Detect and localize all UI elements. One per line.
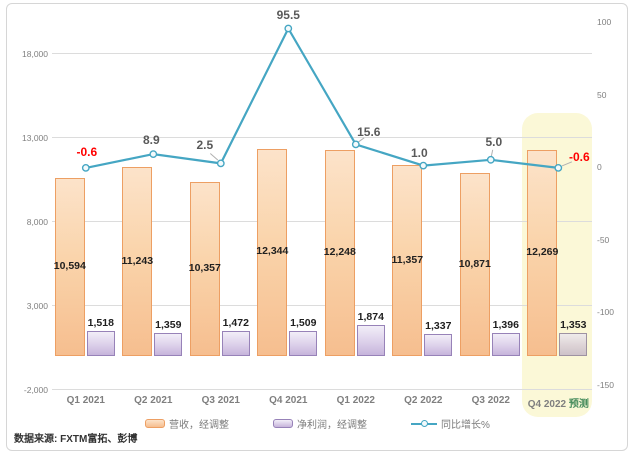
yoy-point-marker [81,163,90,172]
left-axis-tick-label: 18,000 [22,48,48,59]
yoy-point-marker [486,155,495,164]
revenue-bar-label: 10,871 [458,257,491,270]
gridline [52,305,592,307]
gridline [52,137,592,139]
legend-label-yoy-growth: 同比增长% [441,420,490,431]
net-profit-bar [356,324,385,356]
yoy-point-label: 15.6 [357,125,381,140]
right-axis-tick-label: -150 [597,379,615,390]
net-profit-bar-label: 1,359 [155,319,182,332]
revenue-bar-label: 12,344 [256,245,289,258]
right-axis-tick-label: 50 [597,89,607,100]
revenue-bar-label: 11,357 [391,253,424,266]
forecast-suffix-label: 预测 [568,399,589,410]
net-profit-bar [424,333,453,356]
revenue-bar-label: 10,594 [53,260,86,272]
revenue-bar [122,167,153,356]
revenue-bar [324,150,355,356]
net-profit-bar-label: 1,337 [425,319,452,332]
right-axis-tick-label: 100 [597,17,612,27]
x-axis-label: Q4 2021 [269,395,308,406]
net-profit-swatch-icon [273,419,294,428]
net-profit-bar [491,332,520,356]
x-axis-label: Q1 2021 [66,395,105,406]
legend-item-yoy-growth: 同比增长% [411,416,490,431]
revenue-bar-label: 12,269 [526,245,559,258]
revenue-bar [527,149,558,356]
yoy-point-label: 2.5 [196,138,214,153]
x-axis-label-base: Q4 2022 [527,399,569,410]
yoy-point-label: 5.0 [485,134,503,149]
gridline [52,221,592,223]
yoy-point-label: 1.0 [410,145,428,160]
revenue-bar [459,173,490,356]
revenue-swatch-icon [145,419,166,428]
x-axis-label: Q1 2022 [336,395,375,406]
yoy-point-label: 8.9 [142,133,160,148]
source-note: 数据来源: FXTM富拓、彭博 [14,434,138,445]
net-profit-bar [559,333,588,356]
revenue-bar-label: 11,243 [121,254,154,267]
x-axis-label: Q2 2022 [404,395,443,406]
revenue-bar [189,182,220,356]
yoy-point-label: -0.6 [76,144,98,159]
x-axis-label: Q4 2022 预测 [528,395,589,410]
legend-label-net-profit: 净利润，经调整 [297,420,368,431]
revenue-bar [257,148,288,356]
gridline [52,389,592,391]
label-leader-line [209,153,219,161]
net-profit-bar-label: 1,874 [357,310,384,323]
left-axis-tick-label: -2,000 [23,384,48,395]
x-axis-label: Q2 2021 [134,395,173,406]
label-leader-line [357,137,365,143]
net-profit-bar [154,333,183,356]
legend: 营收，经调整 净利润，经调整 同比增长% [0,416,635,431]
left-axis-tick-label: 8,000 [26,216,48,227]
revenue-bar [392,165,423,356]
revenue-bar-label: 10,357 [188,262,221,274]
net-profit-bar-label: 1,472 [222,317,249,330]
yoy-point-marker [351,140,360,149]
net-profit-bar-label: 1,509 [290,316,317,329]
gridline [52,53,592,55]
net-profit-bar-label: 1,353 [560,319,587,332]
x-axis-label: Q3 2022 [471,395,510,406]
net-profit-bar [221,331,250,356]
left-axis-tick-label: 13,000 [22,132,48,143]
right-axis-tick-label: 0 [597,162,602,172]
net-profit-bar-label: 1,396 [492,318,519,331]
label-leader-line [490,149,494,157]
legend-label-revenue: 营收，经调整 [169,420,230,431]
revenue-bar [54,178,85,356]
left-axis-tick-label: 3,000 [26,300,48,311]
revenue-bar-label: 12,248 [323,246,356,259]
yoy-point-marker [419,161,428,170]
right-axis-tick-label: -50 [597,234,610,245]
x-axis-label: Q3 2021 [201,395,240,406]
label-leader-line [561,161,573,167]
yoy-point-marker [216,159,225,168]
net-profit-bar [289,330,318,356]
net-profit-bar [86,330,115,356]
legend-item-net-profit: 净利润，经调整 [273,416,367,431]
yoy-point-label: 95.5 [276,7,300,22]
yoy-point-marker [284,24,293,33]
legend-item-revenue: 营收，经调整 [145,416,229,431]
yoy-point-label: -0.6 [568,149,590,164]
yoy-point-marker [554,163,563,172]
net-profit-bar-label: 1,518 [87,316,114,329]
right-axis-tick-label: -100 [597,307,615,317]
yoy-line [85,26,559,169]
yoy-point-marker [149,150,158,159]
yoy-line-swatch-icon [411,419,438,428]
